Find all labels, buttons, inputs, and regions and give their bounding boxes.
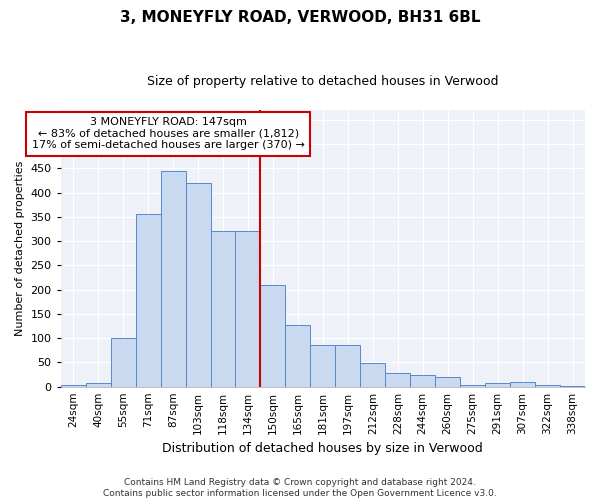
Y-axis label: Number of detached properties: Number of detached properties — [15, 160, 25, 336]
Bar — [310, 346, 335, 387]
Bar — [435, 377, 460, 386]
Text: Contains HM Land Registry data © Crown copyright and database right 2024.
Contai: Contains HM Land Registry data © Crown c… — [103, 478, 497, 498]
Bar — [361, 364, 385, 386]
Bar — [185, 183, 211, 386]
Bar — [385, 373, 410, 386]
Text: 3, MONEYFLY ROAD, VERWOOD, BH31 6BL: 3, MONEYFLY ROAD, VERWOOD, BH31 6BL — [120, 10, 480, 25]
Bar — [235, 232, 260, 386]
Bar — [260, 284, 286, 386]
Bar — [211, 232, 235, 386]
Bar — [286, 324, 310, 386]
Bar — [410, 374, 435, 386]
Bar — [335, 346, 361, 387]
Bar — [485, 383, 510, 386]
Bar — [460, 385, 485, 386]
Title: Size of property relative to detached houses in Verwood: Size of property relative to detached ho… — [147, 75, 499, 88]
Bar — [86, 384, 110, 386]
Text: 3 MONEYFLY ROAD: 147sqm
← 83% of detached houses are smaller (1,812)
17% of semi: 3 MONEYFLY ROAD: 147sqm ← 83% of detache… — [32, 118, 305, 150]
Bar — [510, 382, 535, 386]
Bar — [161, 170, 185, 386]
Bar — [61, 385, 86, 386]
Bar — [136, 214, 161, 386]
Bar — [110, 338, 136, 386]
X-axis label: Distribution of detached houses by size in Verwood: Distribution of detached houses by size … — [163, 442, 483, 455]
Bar — [535, 385, 560, 386]
